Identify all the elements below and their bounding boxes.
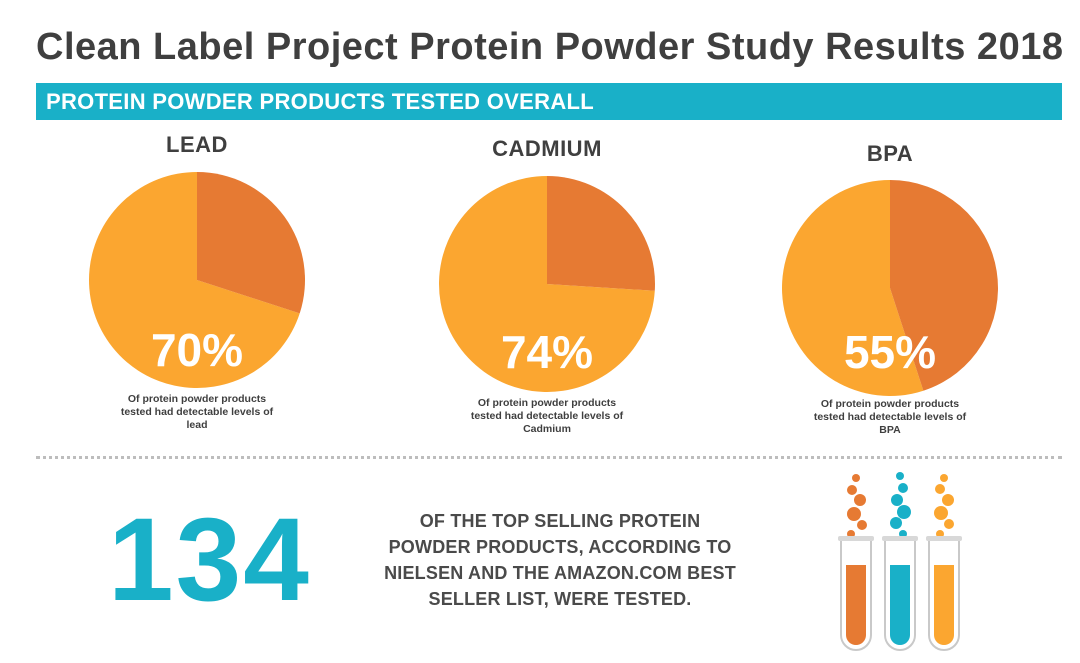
tested-count: 134 — [108, 494, 311, 626]
pie-chart-svg: 55% — [782, 180, 998, 396]
pie-slice-remainder — [197, 172, 306, 314]
description-line: POWDER PRODUCTS, ACCORDING TO — [388, 537, 732, 557]
bubble — [934, 506, 948, 520]
description-line: OF THE TOP SELLING PROTEIN — [419, 511, 701, 531]
pie-slice-detected — [439, 176, 655, 392]
bubble — [942, 494, 954, 506]
tube-rim — [882, 536, 918, 541]
test-tubes-illustration — [838, 472, 962, 651]
tube-liquid — [890, 565, 910, 645]
tube-liquid — [846, 565, 866, 645]
bpa-pie-chart: BPA 55% Of protein powder products teste… — [720, 128, 1060, 448]
bubble — [891, 494, 903, 506]
pie-slice-remainder — [547, 176, 655, 291]
dotted-divider — [36, 456, 1062, 459]
tube-rim — [838, 536, 874, 541]
section-banner-label: PROTEIN POWDER PRODUCTS TESTED OVERALL — [46, 89, 594, 114]
tube-rim — [926, 536, 962, 541]
pie-value-label: 70% — [151, 324, 243, 376]
caption-line: Of protein powder products — [127, 393, 267, 405]
pie-chart-svg: 70% — [89, 172, 306, 388]
page-title: Clean Label Project Protein Powder Study… — [36, 26, 1064, 68]
chart-title: LEAD — [166, 132, 228, 157]
pie-chart-svg: 74% — [439, 176, 655, 392]
caption-line: tested had detectable levels of — [470, 410, 624, 422]
chart-caption: Of protein powder products tested had de… — [437, 397, 657, 436]
bubble — [935, 484, 945, 494]
bubble — [847, 507, 861, 521]
pie-slice-detected — [89, 172, 300, 388]
cadmium-pie-chart: CADMIUM 74% Of protein powder products t… — [377, 128, 717, 448]
pie-slice-detected — [782, 180, 924, 396]
caption-line: tested had detectable levels of — [120, 406, 274, 418]
test-tube-icon — [838, 474, 874, 651]
chart-caption: Of protein powder products tested had de… — [780, 398, 1000, 437]
caption-line: Cadmium — [523, 423, 571, 435]
bubble — [857, 520, 867, 530]
bubble — [898, 483, 908, 493]
bubble — [897, 505, 911, 519]
caption-line: tested had detectable levels of — [813, 411, 967, 423]
tube-liquid — [934, 565, 954, 645]
pie-slice-remainder — [890, 180, 998, 391]
test-tube-icon — [926, 474, 962, 651]
description-line: SELLER LIST, WERE TESTED. — [428, 589, 692, 609]
caption-line: Of protein powder products — [477, 397, 617, 409]
chart-title: CADMIUM — [492, 136, 602, 161]
chart-title: BPA — [866, 141, 914, 166]
description-line: NIELSEN AND THE AMAZON.COM BEST — [384, 563, 736, 583]
bubble — [896, 472, 904, 480]
caption-line: lead — [186, 419, 208, 431]
bubble — [940, 474, 948, 482]
chart-caption: Of protein powder products tested had de… — [87, 393, 307, 432]
bubble — [854, 494, 866, 506]
bubble — [890, 517, 902, 529]
caption-line: Of protein powder products — [820, 398, 960, 410]
bubble — [852, 474, 860, 482]
pie-value-label: 74% — [501, 326, 593, 378]
test-tube-icon — [882, 472, 918, 651]
section-banner: PROTEIN POWDER PRODUCTS TESTED OVERALL — [36, 83, 1062, 120]
bubble — [944, 519, 954, 529]
lead-pie-chart: LEAD 70% Of protein powder products test… — [27, 128, 367, 448]
pie-value-label: 55% — [844, 326, 936, 378]
caption-line: BPA — [879, 424, 901, 436]
tested-description: OF THE TOP SELLING PROTEIN POWDER PRODUC… — [350, 508, 770, 612]
bubble — [847, 485, 857, 495]
